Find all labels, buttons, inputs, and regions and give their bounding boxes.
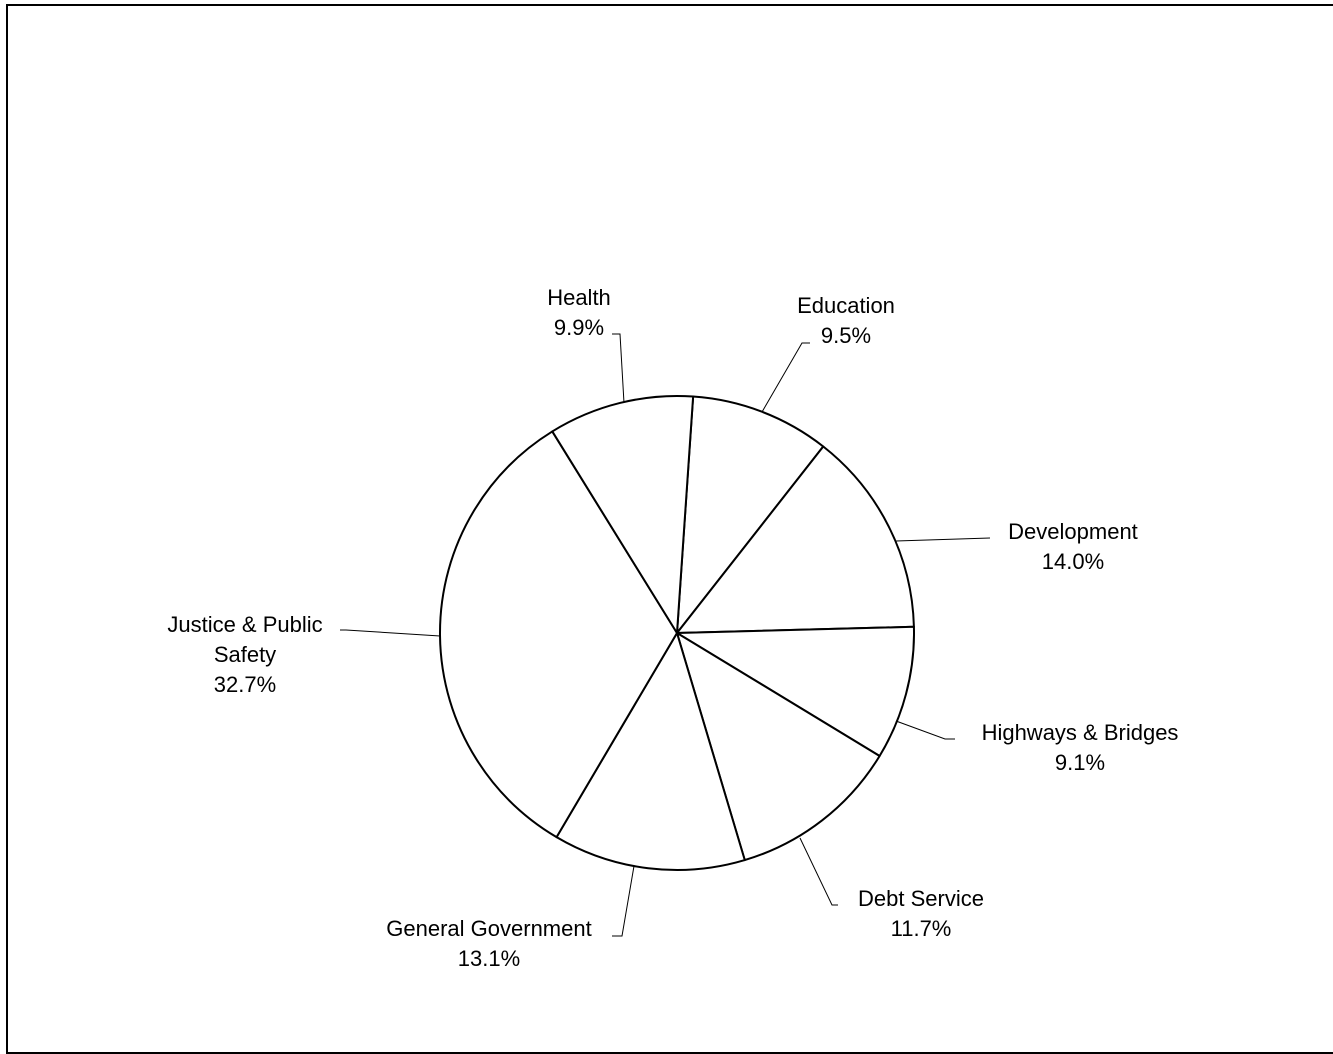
data-label-category: Debt Service (858, 886, 984, 911)
data-label: Development 14.0% (1008, 519, 1138, 574)
leader-line (340, 629, 441, 637)
data-label-value: 9.9% (554, 315, 604, 340)
leader-line (895, 720, 955, 740)
data-label-value: 14.0% (1042, 549, 1104, 574)
data-label-category: Safety (214, 642, 276, 667)
pie-slice-highways-bridges (676, 625, 915, 757)
data-label-category: Highways & Bridges (982, 720, 1179, 745)
leader-lines (340, 333, 991, 937)
pie-slice-justice-public-safety (439, 430, 678, 839)
data-label-value: 13.1% (458, 946, 520, 971)
data-label-category: Education (797, 293, 895, 318)
pie-slices (439, 395, 915, 871)
data-label: Debt Service 11.7% (858, 886, 984, 941)
data-label-category: Development (1008, 519, 1138, 544)
leader-line (761, 342, 810, 413)
leader-line (895, 537, 991, 542)
pie-slice-general-government (555, 632, 746, 871)
data-label: Justice & Public Safety 32.7% (167, 612, 322, 697)
slice-labels: Education 9.5% Development 14.0% Highways & … (167, 285, 1178, 971)
data-label-category: General Government (386, 916, 591, 941)
data-label: General Government 13.1% (386, 916, 591, 971)
pie-slice-debt-service (676, 632, 881, 862)
data-label-value: 9.5% (821, 323, 871, 348)
leader-line (612, 865, 635, 937)
pie-slice-development (676, 445, 915, 634)
data-label-category: Health (547, 285, 611, 310)
leader-line (799, 837, 838, 906)
pie-slice-health (551, 395, 695, 634)
data-label-value: 11.7% (891, 916, 952, 941)
data-label: Highways & Bridges 9.1% (982, 720, 1179, 775)
data-label: Health 9.9% (547, 285, 611, 340)
data-label-value: 32.7% (214, 672, 276, 697)
data-label-category: Justice & Public (167, 612, 322, 637)
leader-line (612, 333, 625, 404)
data-label-value: 9.1% (1055, 750, 1105, 775)
data-label: Education 9.5% (797, 293, 895, 348)
